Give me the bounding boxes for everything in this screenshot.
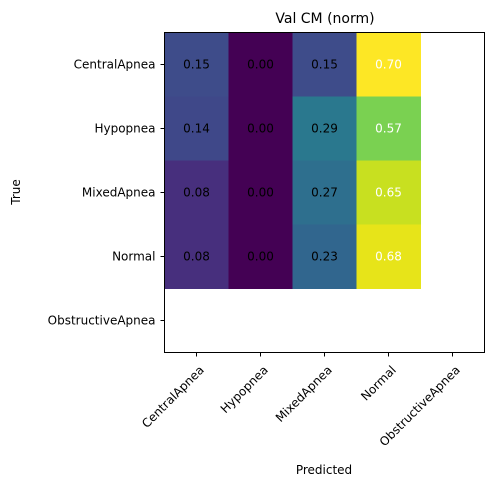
heatmap-cell [228,96,293,161]
cell-value-label: 0.08 [183,186,210,200]
heatmap-cell [228,224,293,289]
cell-value-label: 0.68 [375,250,402,264]
plot-frame [164,32,485,353]
y-tick-label: ObstructiveApnea [48,314,156,328]
x-axis-label: Predicted [296,463,352,477]
heatmap-cell [356,32,421,97]
heatmap-cell [292,32,357,97]
heatmap-cell [164,224,229,289]
cell-value-label: 0.23 [311,250,338,264]
heatmap-cell [228,32,293,97]
heatmap-cell [292,96,357,161]
heatmap-cell [164,32,229,97]
cell-value-label: 0.29 [311,122,338,136]
heatmap-cell [356,96,421,161]
cell-value-label: 0.00 [247,250,274,264]
y-tick-label: MixedApnea [82,186,156,200]
chart-title: Val CM (norm) [275,11,374,27]
heatmap-cell [292,224,357,289]
cell-value-label: 0.08 [183,250,210,264]
heatmap-cell [356,224,421,289]
y-axis: CentralApnea Hypopnea MixedApnea Normal Obst… [48,58,165,328]
cell-value-label: 0.15 [183,58,210,72]
x-tick-label: CentralApnea [139,363,207,431]
x-tick-label: MixedApnea [273,363,335,425]
heatmap-cell [292,160,357,225]
heatmap-cell [164,96,229,161]
y-tick-label: CentralApnea [74,58,156,72]
heatmap-cell [164,160,229,225]
y-tick-label: Hypopnea [94,122,155,136]
cell-value-label: 0.57 [375,122,402,136]
cell-value-label: 0.14 [183,122,210,136]
cell-value-label: 0.00 [247,58,274,72]
heatmap-cells [164,32,421,289]
y-axis-label: True [9,179,23,206]
x-axis: CentralApnea Hypopnea MixedApnea NormalObst… [139,352,463,449]
cell-value-label: 0.15 [311,58,338,72]
y-tick-label: Normal [112,250,155,264]
cell-value-label: 0.70 [375,58,402,72]
x-tick-label: Normal [358,363,399,404]
x-tick-label: Hypopnea [218,363,271,416]
cell-value-label: 0.00 [247,122,274,136]
cell-value-label: 0.00 [247,186,274,200]
heatmap-cell-labels: 0.15 0.00 0.15 0.70 0.14 0.00 0.29 0.57 0.08 0.00… [183,58,402,264]
cell-value-label: 0.27 [311,186,338,200]
cell-value-label: 0.65 [375,186,402,200]
heatmap-cell [228,160,293,225]
heatmap-cell [356,160,421,225]
